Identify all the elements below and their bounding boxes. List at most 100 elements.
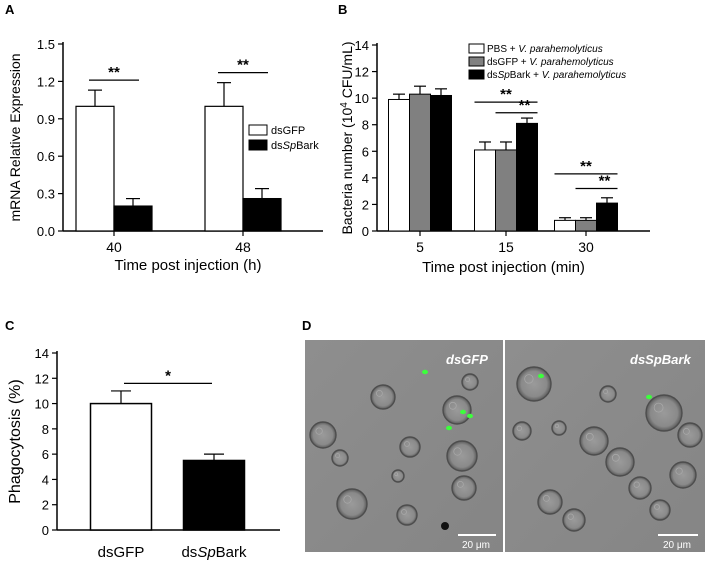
- y-tick-label: 10: [35, 397, 49, 412]
- bar: [596, 202, 618, 232]
- micrograph-left-label: dsGFP: [446, 352, 488, 367]
- bar: [75, 105, 115, 232]
- y-tick-label: 6: [42, 447, 49, 462]
- cell: [396, 504, 418, 526]
- chart-b: 0 2 4 6 8 10 12 14 5 15 30 ** ** ** ** Time post inject…: [339, 38, 650, 276]
- cell: [677, 422, 703, 448]
- y-tick-label: 1.2: [37, 74, 55, 89]
- bar: [182, 459, 246, 531]
- y-tick-label: 0.6: [37, 149, 55, 164]
- y-tick-label: 0.0: [37, 224, 55, 239]
- cell: [645, 394, 683, 432]
- legend-swatch: [248, 139, 268, 151]
- y-tick-label: 10: [355, 91, 369, 106]
- significance-label: **: [599, 172, 611, 189]
- cell-texture: [448, 401, 457, 410]
- y-tick-label: 4: [42, 472, 49, 487]
- legend-swatch: [468, 56, 485, 67]
- x-tick-label: 48: [235, 239, 251, 255]
- cell: [451, 475, 477, 501]
- bar: [495, 149, 517, 232]
- y-tick-label: 0: [42, 523, 49, 538]
- cell: [309, 421, 337, 449]
- legend-label: dsSpBark: [271, 140, 319, 152]
- x-tick-label: 40: [106, 239, 122, 255]
- y-tick-label: 8: [42, 422, 49, 437]
- cell-texture: [675, 467, 683, 475]
- x-axis-label: Time post injection (min): [422, 259, 585, 276]
- cell: [331, 449, 349, 467]
- cell: [391, 469, 405, 483]
- fluorescent-bacterium: [646, 394, 652, 400]
- fluorescent-bacterium: [460, 409, 466, 415]
- y-axis-label: Bacteria number (104 CFU/mL): [339, 41, 356, 234]
- significance-label: **: [108, 64, 120, 81]
- y-tick-label: 14: [355, 38, 369, 53]
- significance-label: **: [237, 57, 249, 74]
- y-tick-label: 0.9: [37, 112, 55, 127]
- cell-texture: [611, 453, 620, 462]
- significance-label: **: [500, 86, 512, 103]
- cell-texture: [335, 453, 341, 459]
- bar: [516, 122, 538, 232]
- bar: [409, 93, 431, 232]
- fluorescent-bacterium: [446, 425, 452, 431]
- x-tick-label: dsGFP: [98, 544, 145, 561]
- bar: [388, 98, 410, 232]
- micrograph-right-label: dsSpBark: [630, 352, 691, 367]
- fluorescent-bacterium: [538, 373, 544, 379]
- y-tick-label: 14: [35, 346, 49, 361]
- y-tick-label: 8: [362, 118, 369, 133]
- cell: [442, 395, 472, 425]
- x-tick-label: 30: [578, 239, 594, 255]
- cell: [336, 488, 368, 520]
- fluorescent-bacterium: [467, 413, 473, 419]
- significance-label: **: [580, 158, 592, 175]
- bar: [89, 402, 153, 531]
- cell-texture: [567, 513, 574, 520]
- y-axis-label: mRNA Relative Expression: [7, 53, 23, 221]
- cell: [562, 508, 586, 532]
- cell-texture: [554, 423, 560, 429]
- chart-a: 0.0 0.3 0.6 0.9 1.2 1.5 40 ** 48 ** Time post inje…: [7, 37, 323, 274]
- cell-texture: [633, 481, 640, 488]
- cell: [649, 499, 671, 521]
- cell-texture: [683, 427, 690, 435]
- cell-texture: [343, 495, 352, 504]
- legend-label: PBS + V. parahemolyticus: [487, 44, 603, 55]
- y-tick-label: 2: [362, 197, 369, 212]
- cell-texture: [516, 425, 522, 431]
- y-tick-label: 12: [355, 65, 369, 80]
- x-tick-label: 15: [498, 239, 514, 255]
- y-tick-label: 0: [362, 224, 369, 239]
- x-tick-label: dsSpBark: [181, 544, 247, 561]
- cell-texture: [401, 509, 407, 515]
- legend-swatch: [248, 124, 268, 136]
- significance-label: **: [519, 97, 531, 114]
- cell: [446, 440, 478, 472]
- cell: [628, 476, 652, 500]
- cell-texture: [653, 402, 664, 413]
- y-tick-label: 0.3: [37, 187, 55, 202]
- cell-texture: [585, 432, 594, 441]
- legend-label: dsGFP: [271, 125, 305, 137]
- bar: [554, 219, 576, 232]
- y-tick-label: 4: [362, 171, 369, 186]
- y-tick-label: 2: [42, 498, 49, 513]
- significance-label: *: [165, 367, 171, 384]
- cell: [516, 366, 552, 402]
- y-tick-label: 1.5: [37, 37, 55, 52]
- cell-texture: [654, 504, 660, 510]
- cell-texture: [394, 472, 399, 477]
- cell-texture: [524, 374, 534, 384]
- y-tick-label: 12: [35, 371, 49, 386]
- cell-texture: [603, 389, 608, 395]
- x-tick-label: 5: [416, 239, 424, 255]
- bar: [430, 94, 452, 232]
- legend-swatch: [468, 43, 485, 54]
- cells-left: [309, 369, 479, 530]
- cell-texture: [404, 441, 410, 447]
- micrograph-panel: dsGFP dsSpBark 20 μm 20 μm: [305, 340, 705, 552]
- fluorescent-bacterium: [422, 369, 428, 375]
